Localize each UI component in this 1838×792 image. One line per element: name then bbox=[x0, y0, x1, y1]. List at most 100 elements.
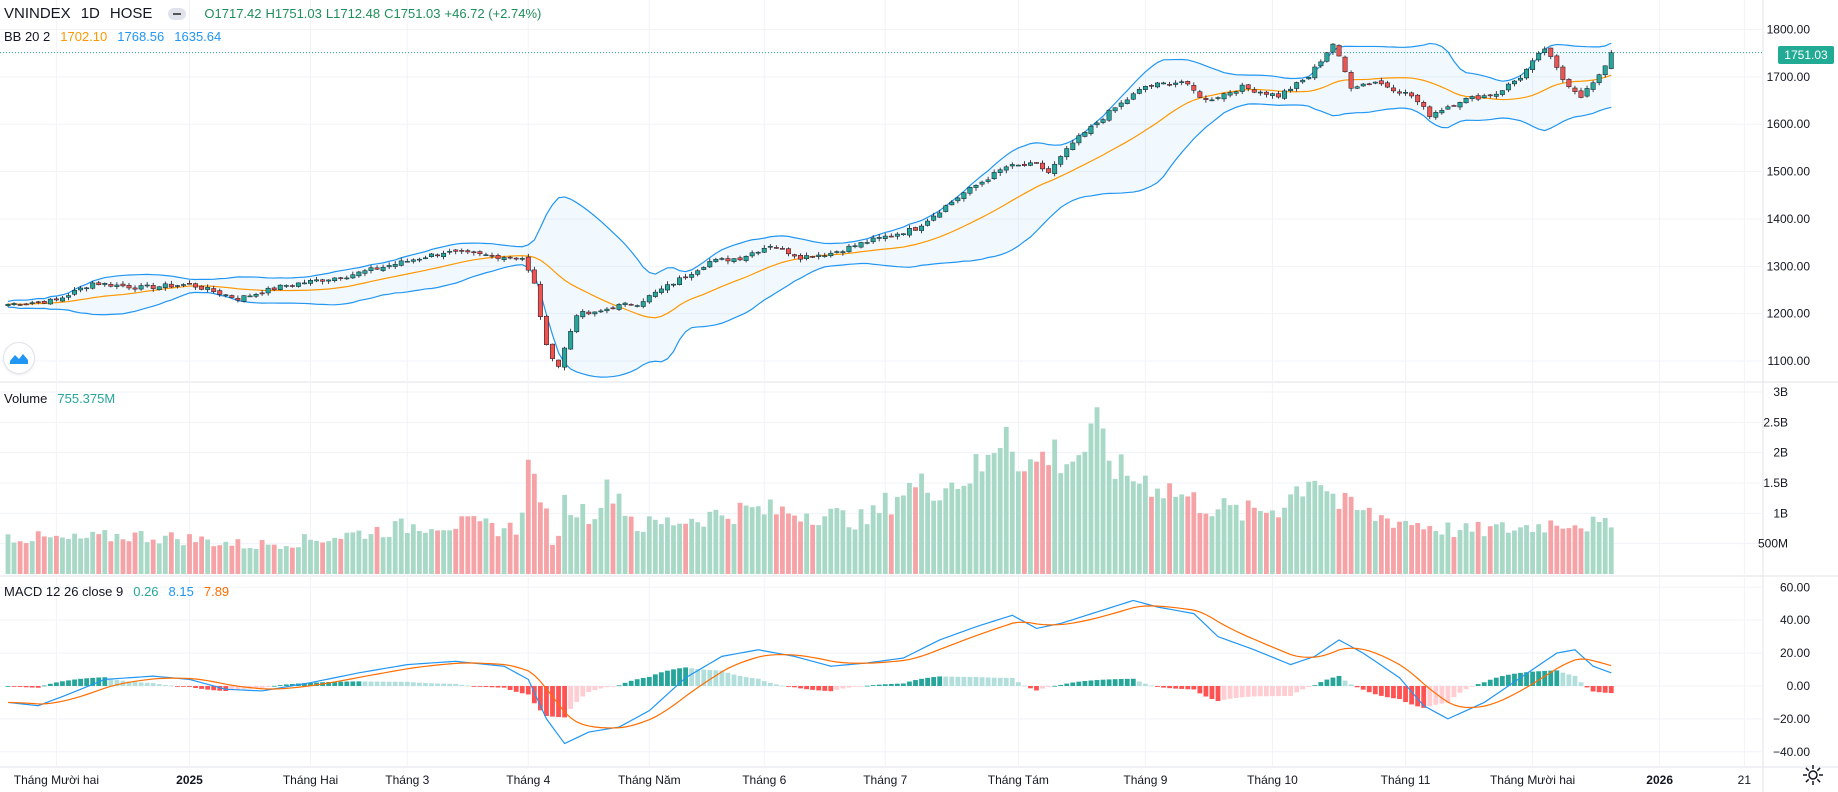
candle-body bbox=[1239, 84, 1245, 92]
candle-body bbox=[773, 247, 779, 249]
macd-histogram-bar bbox=[798, 685, 803, 689]
macd-histogram-bar bbox=[1469, 685, 1475, 687]
candle-body bbox=[1058, 156, 1064, 165]
candle-body bbox=[1227, 92, 1233, 96]
volume-legend[interactable]: Volume 755.375M bbox=[4, 391, 115, 406]
candle-body bbox=[894, 233, 900, 237]
candle-body bbox=[985, 179, 991, 182]
tradingview-logo-icon[interactable] bbox=[4, 343, 34, 373]
collapse-icon[interactable] bbox=[168, 7, 187, 20]
volume-bar bbox=[114, 533, 120, 574]
candle-body bbox=[1391, 87, 1396, 92]
candle-body bbox=[592, 311, 598, 315]
candle-body bbox=[471, 251, 477, 254]
macd-histogram-bar bbox=[386, 681, 392, 686]
candle-body bbox=[1421, 102, 1427, 107]
volume-bar bbox=[102, 530, 108, 574]
volume-bar bbox=[1179, 494, 1185, 574]
macd-histogram-bar bbox=[1064, 683, 1070, 686]
volume-bar bbox=[767, 499, 773, 574]
volume-bar bbox=[1264, 512, 1269, 574]
volume-bar bbox=[277, 548, 283, 574]
macd-histogram-bar bbox=[265, 685, 271, 687]
candle-body bbox=[174, 285, 180, 287]
volume-bar bbox=[1015, 471, 1021, 574]
macd-histogram-bar bbox=[308, 682, 313, 686]
bb-legend[interactable]: BB 20 2 1702.10 1768.56 1635.64 bbox=[4, 29, 221, 44]
volume-bar bbox=[344, 532, 350, 574]
volume-bar bbox=[713, 509, 719, 574]
high-value: H1751.03 bbox=[265, 6, 322, 21]
volume-bar bbox=[1064, 464, 1070, 574]
volume-bar bbox=[622, 515, 628, 574]
candle-body bbox=[356, 271, 362, 277]
volume-bar bbox=[1481, 536, 1487, 574]
macd-histogram-bar bbox=[60, 681, 65, 686]
candle-body bbox=[1415, 94, 1421, 103]
volume-bar bbox=[628, 516, 634, 574]
volume-bar bbox=[1542, 532, 1548, 574]
candle-body bbox=[235, 298, 241, 301]
macd-legend[interactable]: MACD 12 26 close 9 0.26 8.15 7.89 bbox=[4, 584, 229, 599]
candle-body bbox=[1106, 109, 1112, 121]
volume-bar bbox=[332, 537, 338, 574]
candle-body bbox=[1179, 81, 1185, 83]
macd-histogram-bar bbox=[78, 678, 83, 686]
volume-bar bbox=[314, 541, 319, 574]
candle-body bbox=[495, 255, 501, 259]
macd-histogram-bar bbox=[489, 685, 495, 688]
candle-body bbox=[568, 331, 574, 350]
volume-bar bbox=[1040, 451, 1045, 574]
candle-body bbox=[852, 245, 858, 248]
macd-histogram-bar bbox=[719, 670, 725, 686]
macd-histogram-bar bbox=[199, 685, 204, 689]
candle-body bbox=[1584, 88, 1590, 97]
candle-body bbox=[1312, 66, 1318, 79]
macd-histogram-bar bbox=[1530, 671, 1535, 686]
candle-body bbox=[1439, 110, 1445, 114]
candle-body bbox=[1118, 102, 1124, 107]
symbol-name[interactable]: VNINDEX bbox=[4, 5, 71, 22]
candle-body bbox=[459, 250, 465, 252]
volume-bar bbox=[1469, 531, 1475, 574]
macd-histogram-bar bbox=[1336, 675, 1342, 686]
volume-bar bbox=[296, 547, 301, 574]
macd-histogram-bar bbox=[1003, 677, 1009, 686]
settings-gear-icon[interactable] bbox=[1802, 764, 1824, 786]
candle-body bbox=[658, 288, 664, 293]
volume-bar bbox=[362, 538, 368, 574]
macd-histogram-bar bbox=[1221, 685, 1227, 700]
macd-tick-label: 20.00 bbox=[1780, 646, 1810, 660]
candle-body bbox=[1173, 82, 1179, 85]
candle-body bbox=[289, 285, 295, 287]
candle-body bbox=[1233, 91, 1239, 94]
macd-histogram-bar bbox=[211, 685, 217, 691]
volume-bar bbox=[1270, 510, 1275, 574]
macd-histogram-bar bbox=[513, 685, 519, 692]
macd-histogram-bar bbox=[973, 677, 979, 686]
macd-histogram-bar bbox=[1590, 685, 1596, 692]
volume-bar bbox=[749, 507, 755, 574]
macd-histogram-bar bbox=[374, 681, 380, 686]
volume-bar bbox=[1518, 527, 1523, 574]
volume-bar bbox=[1221, 498, 1227, 574]
volume-bar bbox=[66, 539, 71, 574]
candle-body bbox=[779, 248, 785, 250]
volume-bar bbox=[1608, 527, 1614, 574]
volume-bar bbox=[1536, 524, 1542, 574]
volume-bar bbox=[289, 547, 295, 574]
macd-histogram-bar bbox=[1499, 676, 1505, 686]
macd-histogram-bar bbox=[586, 685, 592, 693]
candle-body bbox=[29, 302, 35, 304]
volume-bar bbox=[640, 531, 646, 574]
candle-body bbox=[1451, 105, 1457, 107]
macd-histogram-bar bbox=[767, 682, 773, 686]
volume-tick-label: 3B bbox=[1773, 385, 1788, 399]
interval-label[interactable]: 1D bbox=[80, 5, 100, 22]
candle-body bbox=[574, 315, 580, 333]
macd-histogram-bar bbox=[150, 683, 156, 686]
candle-body bbox=[23, 303, 29, 306]
macd-histogram-bar bbox=[1264, 685, 1269, 697]
macd-histogram-bar bbox=[459, 684, 465, 686]
